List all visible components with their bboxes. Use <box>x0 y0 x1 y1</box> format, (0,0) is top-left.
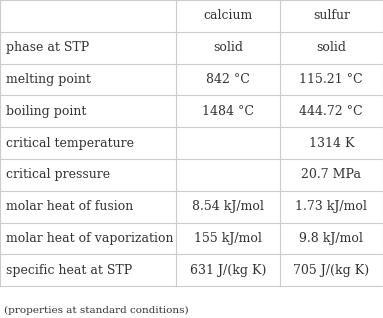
Text: 1314 K: 1314 K <box>309 137 354 149</box>
Text: critical temperature: critical temperature <box>6 137 134 149</box>
Text: 155 kJ/mol: 155 kJ/mol <box>194 232 262 245</box>
Text: melting point: melting point <box>6 73 91 86</box>
Text: 9.8 kJ/mol: 9.8 kJ/mol <box>300 232 363 245</box>
Text: boiling point: boiling point <box>6 105 86 118</box>
Text: (properties at standard conditions): (properties at standard conditions) <box>4 306 188 315</box>
Text: molar heat of vaporization: molar heat of vaporization <box>6 232 173 245</box>
Text: specific heat at STP: specific heat at STP <box>6 264 132 277</box>
Text: solid: solid <box>316 41 346 54</box>
Text: 115.21 °C: 115.21 °C <box>300 73 363 86</box>
Text: 1.73 kJ/mol: 1.73 kJ/mol <box>295 200 367 213</box>
Text: 842 °C: 842 °C <box>206 73 250 86</box>
Text: molar heat of fusion: molar heat of fusion <box>6 200 133 213</box>
Text: 8.54 kJ/mol: 8.54 kJ/mol <box>192 200 264 213</box>
Text: 631 J/(kg K): 631 J/(kg K) <box>190 264 266 277</box>
Text: solid: solid <box>213 41 243 54</box>
Text: sulfur: sulfur <box>313 10 350 22</box>
Text: phase at STP: phase at STP <box>6 41 89 54</box>
Text: 20.7 MPa: 20.7 MPa <box>301 169 361 181</box>
Text: calcium: calcium <box>203 10 252 22</box>
Text: 705 J/(kg K): 705 J/(kg K) <box>293 264 369 277</box>
Text: critical pressure: critical pressure <box>6 169 110 181</box>
Text: 444.72 °C: 444.72 °C <box>300 105 363 118</box>
Text: 1484 °C: 1484 °C <box>202 105 254 118</box>
